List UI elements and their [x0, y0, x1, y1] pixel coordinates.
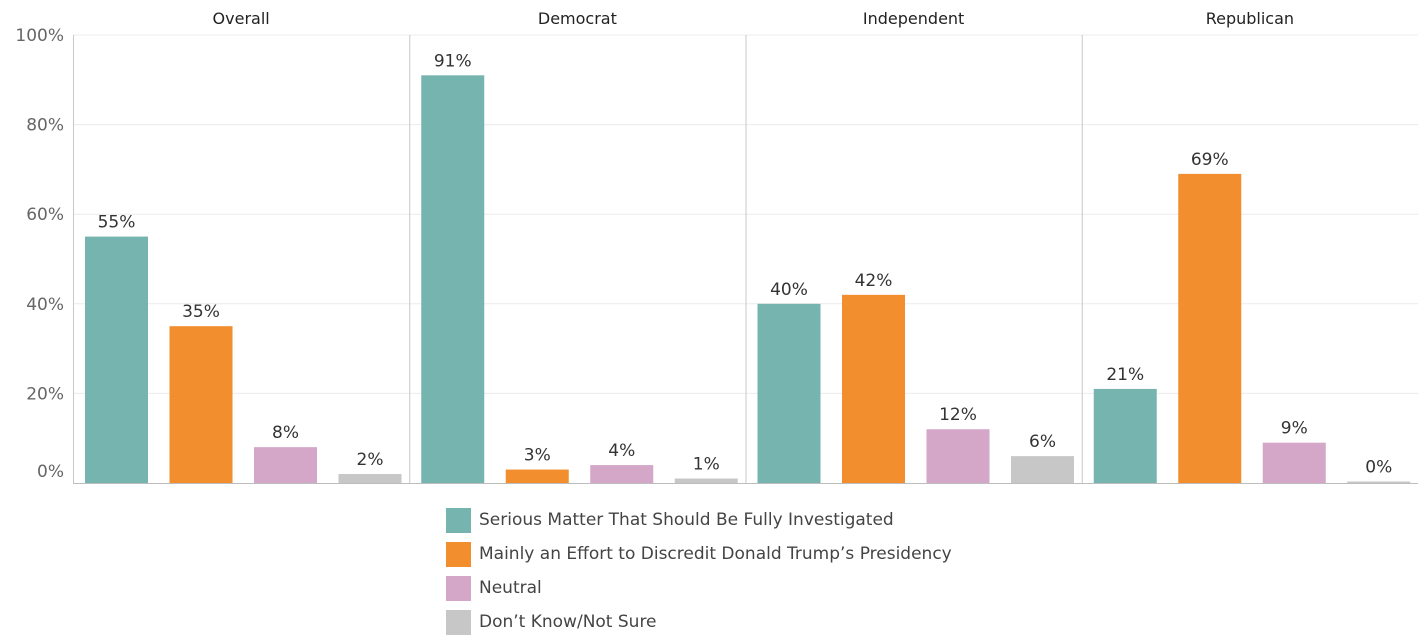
- bar: [505, 469, 569, 483]
- data-label: 3%: [524, 446, 551, 466]
- bar: [1093, 388, 1157, 483]
- y-tick-label: 80%: [26, 116, 64, 136]
- legend-label: Mainly an Effort to Discredit Donald Tru…: [479, 544, 952, 564]
- legend-swatch: [446, 507, 471, 533]
- panel-title: Overall: [213, 9, 270, 28]
- legend-swatch: [446, 575, 471, 601]
- bar: [1011, 456, 1074, 483]
- bar: [169, 326, 233, 483]
- legend-label: Neutral: [479, 578, 542, 598]
- y-tick-label: 0%: [37, 462, 64, 482]
- bar: [590, 465, 654, 483]
- bar: [842, 294, 905, 483]
- data-label: 4%: [608, 441, 635, 461]
- panel-title: Independent: [863, 9, 964, 28]
- bar: [757, 303, 821, 483]
- y-tick-label: 100%: [15, 26, 64, 46]
- data-label: 69%: [1191, 150, 1229, 170]
- data-label: 0%: [1365, 458, 1392, 478]
- bar: [1262, 442, 1326, 483]
- data-label: 1%: [693, 455, 720, 475]
- bar-chart: 0% 20% 40% 60% 80% 100% Overall Democrat Indepen…: [15, 9, 1418, 484]
- data-label: 12%: [939, 405, 977, 425]
- legend: Serious Matter That Should Be Fully Inve…: [446, 503, 952, 639]
- data-label: 6%: [1029, 432, 1056, 452]
- bar: [674, 478, 738, 483]
- data-label: 8%: [272, 423, 299, 443]
- data-label: 21%: [1106, 365, 1144, 385]
- legend-item-not-sure: Don’t Know/Not Sure: [446, 605, 952, 639]
- legend-swatch: [446, 541, 471, 567]
- legend-label: Don’t Know/Not Sure: [479, 612, 657, 632]
- data-label: 91%: [434, 51, 472, 71]
- data-label: 42%: [855, 271, 893, 291]
- legend-item-investigated: Serious Matter That Should Be Fully Inve…: [446, 503, 952, 537]
- data-label: 35%: [182, 302, 220, 322]
- bar: [254, 447, 317, 483]
- data-label: 2%: [357, 450, 384, 470]
- data-label: 55%: [98, 213, 136, 233]
- bar: [338, 474, 402, 483]
- bar: [85, 236, 148, 483]
- legend-item-discredit: Mainly an Effort to Discredit Donald Tru…: [446, 537, 952, 571]
- bar: [1347, 481, 1411, 483]
- bar: [926, 429, 990, 483]
- y-tick-label: 60%: [26, 205, 64, 225]
- data-label: 40%: [770, 280, 808, 300]
- legend-item-neutral: Neutral: [446, 571, 952, 605]
- panel-title: Democrat: [538, 9, 617, 28]
- bar: [421, 75, 485, 483]
- panel-title: Republican: [1206, 9, 1294, 28]
- y-tick-label: 20%: [26, 384, 64, 404]
- legend-label: Serious Matter That Should Be Fully Inve…: [479, 510, 894, 530]
- legend-swatch: [446, 609, 471, 635]
- data-label: 9%: [1281, 419, 1308, 439]
- bar: [1178, 173, 1242, 483]
- y-tick-label: 40%: [26, 295, 64, 315]
